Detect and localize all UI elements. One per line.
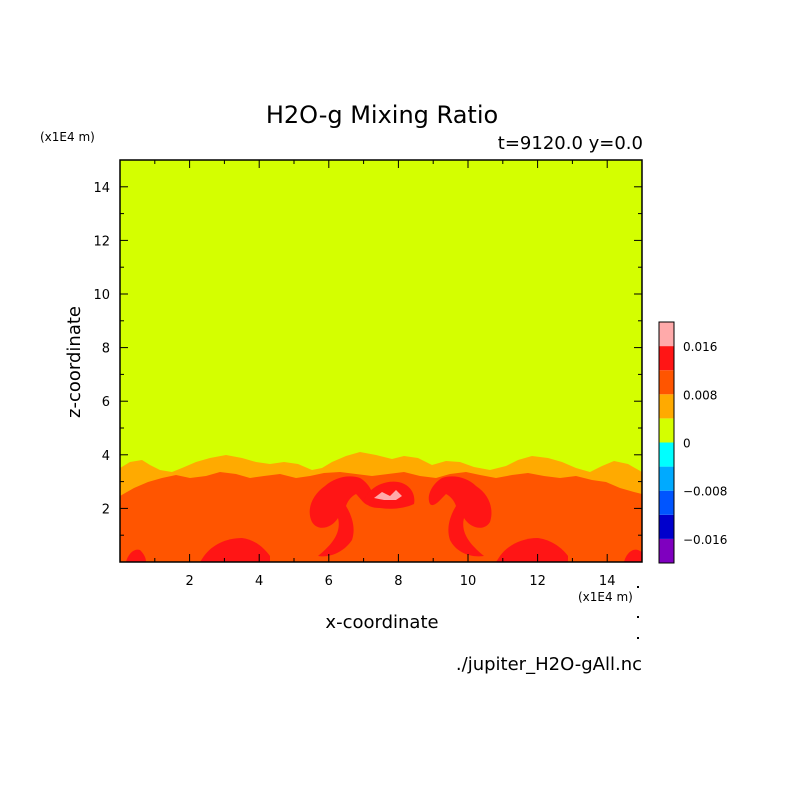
colorbar-swatch xyxy=(659,370,674,395)
x-tick-label: 14 xyxy=(599,574,616,589)
colorbar-swatch xyxy=(659,466,674,491)
y-axis: 2 4 6 8 10 12 14 xyxy=(93,181,642,536)
colorbar-tick-label: −0.008 xyxy=(683,485,727,499)
plot-area xyxy=(119,159,643,563)
colorbar-tick-label: 0 xyxy=(683,437,691,451)
colorbar-swatch xyxy=(659,538,674,563)
colorbar-swatch xyxy=(659,346,674,371)
x-axis: 2 4 6 8 10 12 14 xyxy=(154,160,616,589)
y-tick-label: 14 xyxy=(93,181,110,196)
y-tick-label: 8 xyxy=(102,342,110,357)
y-tick-label: 2 xyxy=(102,502,110,517)
chart-subtitle: t=9120.0 y=0.0 xyxy=(498,133,643,154)
chart-title: H2O-g Mixing Ratio xyxy=(266,101,498,129)
x-axis-label: x-coordinate xyxy=(325,612,438,633)
colorbar-swatch xyxy=(659,418,674,443)
source-filename: ./jupiter_H2O-gAll.nc xyxy=(456,654,642,675)
y-unit-label: (x1E4 m) xyxy=(40,130,95,144)
y-tick-label: 4 xyxy=(102,449,110,464)
x-tick-label: 6 xyxy=(325,574,333,589)
colorbar-swatch xyxy=(659,322,674,347)
x-tick-label: 8 xyxy=(394,574,402,589)
footer-dots xyxy=(637,586,639,639)
field-peaks-pink xyxy=(374,490,402,500)
plot-frame xyxy=(119,159,643,563)
x-tick-label: 12 xyxy=(529,574,546,589)
x-tick-label: 10 xyxy=(460,574,477,589)
colorbar-frame xyxy=(658,321,675,564)
colorbar-swatch xyxy=(659,490,674,515)
colorbar-swatch xyxy=(659,442,674,467)
x-unit-label: (x1E4 m) xyxy=(578,590,633,604)
colorbar: −0.016 −0.008 0 0.008 0.016 xyxy=(658,321,727,564)
colorbar-tick-label: −0.016 xyxy=(683,533,727,547)
colorbar-tick-label: 0.016 xyxy=(683,340,717,354)
colorbar-tick-label: 0.008 xyxy=(683,388,717,402)
y-tick-label: 6 xyxy=(102,395,110,410)
y-tick-label: 10 xyxy=(93,288,110,303)
colorbar-swatch xyxy=(659,394,674,419)
field-contour-dark-orange xyxy=(120,472,642,562)
x-tick-label: 2 xyxy=(185,574,193,589)
field-plumes-red xyxy=(126,476,642,562)
colorbar-swatch xyxy=(659,514,674,539)
y-axis-label: z-coordinate xyxy=(64,306,85,418)
y-tick-label: 12 xyxy=(93,234,110,249)
x-tick-label: 4 xyxy=(255,574,263,589)
